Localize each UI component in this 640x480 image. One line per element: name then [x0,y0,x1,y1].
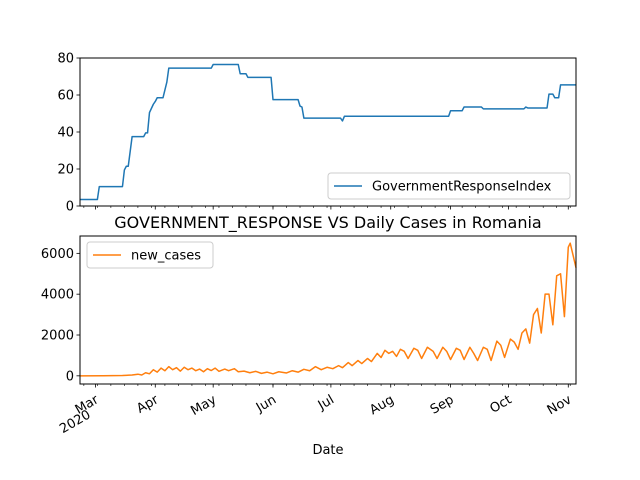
top-subplot: 0 20 40 60 80 GovernmentResponseIndex [57,52,577,215]
top-x-ticks [83,206,571,210]
new-cases-line [79,242,577,377]
government-response-index-line [80,63,576,201]
top-y-tick-label: 0 [66,200,74,215]
x-tick-label: Jul [315,392,337,413]
top-axes-frame [79,57,577,207]
chart-title: GOVERNMENT_RESPONSE VS Daily Cases in Ro… [114,213,541,233]
top-y-ticks: 0 20 40 60 80 [57,52,80,215]
bottom-y-tick-label: 4000 [41,288,74,303]
top-legend-label: GovernmentResponseIndex [372,180,552,195]
top-legend-box [327,172,571,200]
bottom-legend-label: new_cases [131,249,201,264]
top-legend: GovernmentResponseIndex [327,172,571,200]
top-y-tick-label: 20 [57,163,74,178]
bottom-y-ticks: 0 2000 4000 6000 [41,247,80,384]
x-axis-label: Date [312,443,343,458]
bottom-axes-frame [79,235,577,385]
bottom-y-tick-label: 0 [66,369,74,384]
bottom-legend-box [86,241,214,269]
top-y-tick-label: 80 [57,52,74,67]
bottom-y-tick-label: 6000 [41,247,74,262]
top-y-tick-label: 60 [57,89,74,104]
top-y-tick-label: 40 [57,126,74,141]
bottom-y-tick-label: 2000 [41,329,74,344]
bottom-legend: new_cases [86,241,214,269]
